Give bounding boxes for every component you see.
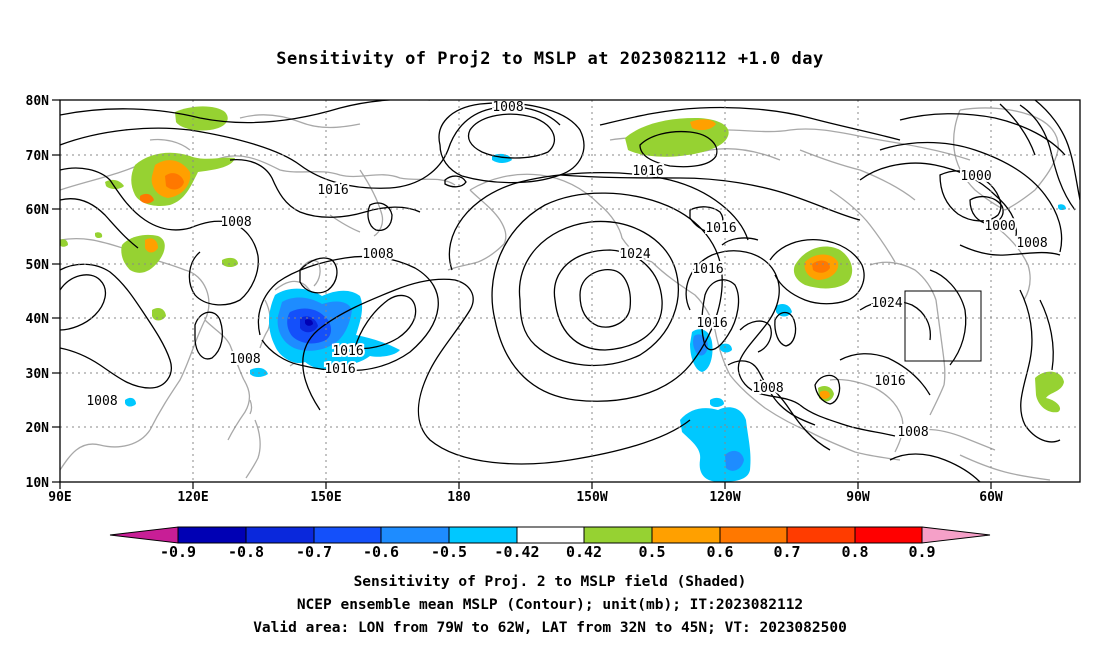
contour-label: 1016 bbox=[874, 374, 905, 389]
colorbar-label: 0.42 bbox=[565, 543, 603, 561]
contour-label: 1016 bbox=[324, 362, 355, 377]
lat-label: 50N bbox=[26, 258, 50, 273]
colorbar-label: -0.6 bbox=[362, 543, 400, 561]
axis-ticks bbox=[52, 99, 992, 489]
lat-label: 30N bbox=[26, 367, 50, 382]
colorbar-segment bbox=[786, 526, 856, 544]
colorbar-under-triangle bbox=[109, 526, 179, 544]
colorbar-label: -0.9 bbox=[159, 543, 197, 561]
colorbar-segment bbox=[583, 526, 653, 544]
lon-labels: 90E 120E 150E 180 150W 120W 90W 60W bbox=[48, 490, 1003, 505]
lat-label: 20N bbox=[26, 421, 50, 436]
colorbar-label: 0.9 bbox=[908, 543, 936, 561]
contour-label: 1016 bbox=[692, 262, 723, 277]
contour-label-group: 1008 1016 1008 1008 1016 1016 1016 1024 … bbox=[84, 100, 1049, 442]
contour-label: 1008 bbox=[220, 215, 251, 230]
map-title: Sensitivity of Proj2 to MSLP at 20230821… bbox=[276, 49, 824, 69]
colorbar-segment bbox=[245, 526, 315, 544]
lat-label: 80N bbox=[26, 94, 50, 109]
caption-line-1: Sensitivity of Proj. 2 to MSLP field (Sh… bbox=[353, 574, 747, 590]
contour-label: 1000 bbox=[984, 219, 1015, 234]
contour-label: 1008 bbox=[229, 352, 260, 367]
colorbar-label: 0.5 bbox=[638, 543, 666, 561]
valid-area-box bbox=[904, 290, 982, 362]
contour-label: 1024 bbox=[619, 247, 650, 262]
caption-line-3: Valid area: LON from 79W to 62W, LAT fro… bbox=[253, 620, 847, 636]
contour-label: 1016 bbox=[705, 221, 736, 236]
contour-label: 1008 bbox=[86, 394, 117, 409]
grid-lines bbox=[60, 100, 1080, 482]
lat-label: 70N bbox=[26, 149, 50, 164]
colorbar-segment bbox=[854, 526, 923, 544]
colorbar-label: -0.7 bbox=[295, 543, 333, 561]
colorbar bbox=[109, 526, 991, 544]
colorbar-label: 0.6 bbox=[706, 543, 734, 561]
lon-label: 90W bbox=[846, 490, 870, 505]
colorbar-segment bbox=[177, 526, 247, 544]
contour-label: 1016 bbox=[317, 183, 348, 198]
colorbar-label: -0.42 bbox=[494, 543, 540, 561]
contour-label: 1000 bbox=[960, 169, 991, 184]
colorbar-segment bbox=[651, 526, 721, 544]
lon-label: 120W bbox=[709, 490, 740, 505]
contour-label: 1008 bbox=[752, 381, 783, 396]
lon-label: 150W bbox=[576, 490, 607, 505]
contour-label: 1024 bbox=[871, 296, 902, 311]
colorbar-segment bbox=[313, 526, 382, 544]
colorbar-label: -0.5 bbox=[430, 543, 468, 561]
lat-label: 10N bbox=[26, 476, 50, 491]
colorbar-label: 0.8 bbox=[841, 543, 869, 561]
lat-labels: 80N 70N 60N 50N 40N 30N 20N 10N bbox=[26, 94, 50, 491]
lon-label: 60W bbox=[979, 490, 1003, 505]
contour-label: 1016 bbox=[632, 164, 663, 179]
lon-label: 150E bbox=[310, 490, 341, 505]
mslp-contours bbox=[60, 100, 1080, 482]
colorbar-segment bbox=[448, 526, 518, 544]
colorbar-label: -0.8 bbox=[227, 543, 265, 561]
contour-label: 1016 bbox=[332, 344, 363, 359]
colorbar-label: 0.7 bbox=[773, 543, 801, 561]
colorbar-segment bbox=[516, 526, 585, 544]
lon-label: 180 bbox=[447, 490, 471, 505]
contour-label: 1008 bbox=[1016, 236, 1047, 251]
contour-label: 1008 bbox=[897, 425, 928, 440]
contour-label: 1008 bbox=[362, 247, 393, 262]
plot-frame bbox=[59, 99, 1081, 483]
colorbar-segment bbox=[719, 526, 788, 544]
contour-label: 1016 bbox=[696, 316, 727, 331]
colorbar-segment bbox=[380, 526, 450, 544]
lon-label: 90E bbox=[48, 490, 71, 505]
lon-label: 120E bbox=[177, 490, 208, 505]
contour-label: 1008 bbox=[492, 100, 523, 115]
caption-line-2: NCEP ensemble mean MSLP (Contour); unit(… bbox=[296, 597, 804, 613]
colorbar-over-triangle bbox=[921, 526, 991, 544]
lat-label: 60N bbox=[26, 203, 50, 218]
lat-label: 40N bbox=[26, 312, 50, 327]
